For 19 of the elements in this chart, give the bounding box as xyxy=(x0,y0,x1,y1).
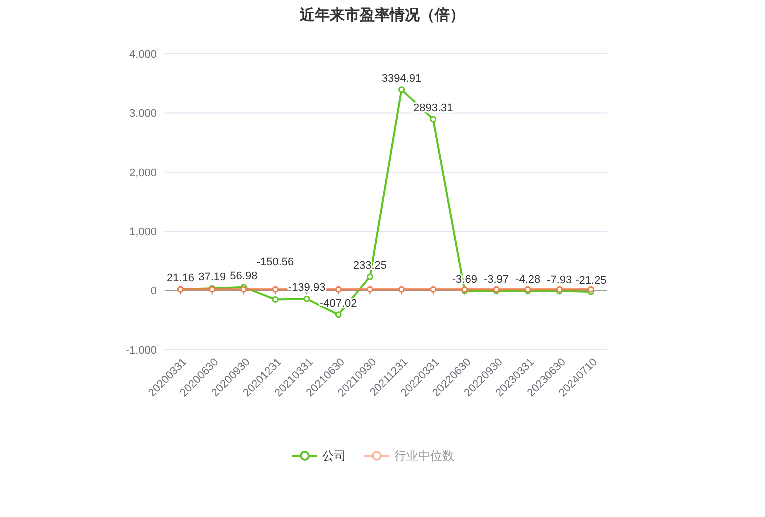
chart-title: 近年来市盈率情况（倍） xyxy=(299,6,465,24)
data-label: -4.28 xyxy=(516,274,541,286)
y-tick-label: 0 xyxy=(150,286,157,298)
data-label: -21.25 xyxy=(576,275,607,288)
data-label: -7.93 xyxy=(547,274,572,286)
y-tick-label: 1,000 xyxy=(129,226,157,238)
data-label: -150.56 xyxy=(256,256,294,268)
y-tick-label: -1,000 xyxy=(126,344,157,357)
y-tick-label: 3,000 xyxy=(129,108,157,120)
data-label: -3.97 xyxy=(484,274,510,286)
data-label: 3394.91 xyxy=(382,72,422,85)
legend-label: 行业中位数 xyxy=(394,449,454,464)
legend-label: 公司 xyxy=(322,449,346,464)
data-label: 37.19 xyxy=(198,272,226,284)
data-label: 21.16 xyxy=(167,272,195,285)
data-label: -139.93 xyxy=(288,282,326,294)
y-tick-label: 4,000 xyxy=(129,48,157,61)
data-label: 56.98 xyxy=(230,270,258,282)
y-tick-label: 2,000 xyxy=(129,167,157,180)
